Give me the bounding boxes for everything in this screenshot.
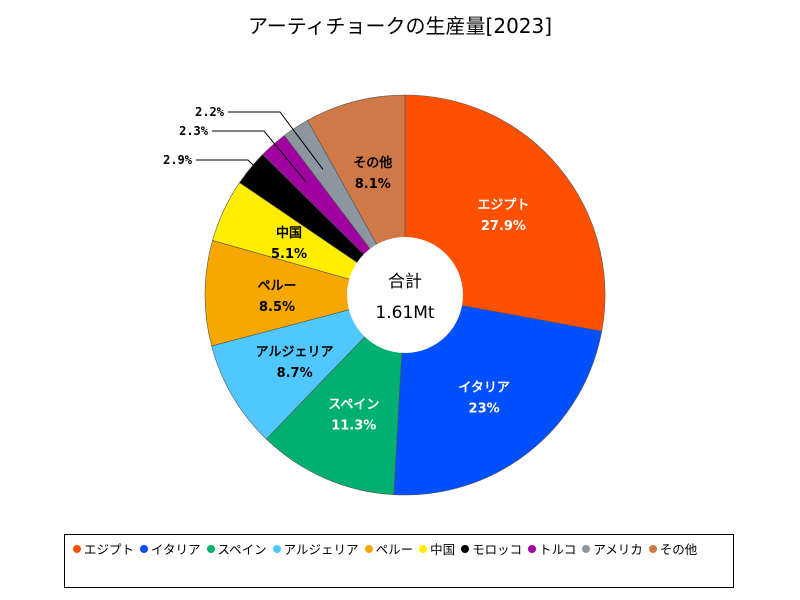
slice-name-label: エジプト bbox=[477, 198, 529, 213]
slice-name-label: その他 bbox=[353, 155, 392, 171]
legend-item: 中国 bbox=[419, 540, 455, 560]
legend-marker bbox=[206, 545, 215, 553]
legend-item: アメリカ bbox=[582, 540, 643, 560]
legend-label: ペルー bbox=[375, 542, 414, 557]
legend-marker bbox=[648, 545, 657, 553]
legend-marker bbox=[272, 545, 281, 553]
pie-slice bbox=[204, 240, 407, 347]
slice-value-label: 5.1% bbox=[271, 247, 307, 262]
slice-value-label: 2.2% bbox=[195, 105, 225, 119]
pie-slice bbox=[393, 294, 603, 496]
slice-value-label: 2.9% bbox=[163, 153, 193, 167]
legend-item: その他 bbox=[648, 540, 698, 560]
legend-marker bbox=[140, 545, 149, 553]
legend-marker bbox=[528, 545, 537, 553]
slice-name-label: イタリア bbox=[458, 381, 509, 396]
slice-name-label: 中国 bbox=[276, 225, 302, 241]
legend-marker bbox=[419, 545, 428, 553]
slice-value-label: 2.3% bbox=[179, 124, 209, 138]
legend-label: エジプト bbox=[84, 542, 135, 557]
legend-marker bbox=[461, 545, 470, 553]
slice-name-label: ペルー bbox=[257, 279, 296, 294]
slice-labels: エジプト 27.9% イタリア 23% スペイン 11.3% アルジェリア 8.7% ペルー 8.… bbox=[163, 105, 529, 433]
pie-slice bbox=[265, 294, 406, 495]
donut-hole bbox=[347, 237, 463, 353]
legend-label: トルコ bbox=[539, 542, 577, 557]
slice-value-label: 23% bbox=[469, 402, 500, 417]
leader-line bbox=[228, 111, 324, 170]
slice-value-label: 8.7% bbox=[277, 366, 313, 381]
slice-name-label: スペイン bbox=[328, 397, 379, 412]
legend-marker bbox=[73, 545, 81, 553]
slice-value-label: 8.5% bbox=[259, 300, 295, 315]
legend-label: 中国 bbox=[430, 542, 456, 557]
center-value: 1.61Mt bbox=[375, 303, 435, 323]
pie-slice bbox=[211, 294, 406, 440]
legend-item: モロッコ bbox=[461, 540, 522, 560]
slice-value-label: 11.3% bbox=[331, 418, 376, 433]
legend-item: アルジェリア bbox=[272, 540, 359, 560]
legend-label: アメリカ bbox=[593, 542, 643, 557]
legend-item: エジプト bbox=[73, 540, 134, 560]
slice-value-label: 8.1% bbox=[355, 177, 391, 192]
leader-line bbox=[196, 159, 290, 201]
legend-item: トルコ bbox=[528, 540, 576, 560]
legend-label: イタリア bbox=[151, 542, 201, 557]
legend-marker bbox=[582, 545, 591, 553]
legend-item: ペルー bbox=[364, 540, 414, 560]
legend-marker bbox=[364, 545, 373, 553]
slice-name-label: アルジェリア bbox=[256, 345, 334, 360]
legend-label: その他 bbox=[659, 542, 698, 557]
legend-label: スペイン bbox=[217, 542, 267, 557]
legend-label: アルジェリア bbox=[283, 542, 359, 557]
chart-title: アーティチョークの生産量[2023] bbox=[248, 14, 552, 38]
center-title: 合計 bbox=[388, 272, 422, 292]
legend-label: モロッコ bbox=[472, 542, 523, 557]
legend-item: イタリア bbox=[140, 540, 201, 560]
leader-line bbox=[212, 130, 307, 183]
slice-value-label: 27.9% bbox=[481, 219, 526, 234]
legend-item: スペイン bbox=[206, 540, 267, 560]
legend: エジプト イタリア スペイン アルジェリア ペルー 中国 モロッコ トルコ アメリカ その他 bbox=[64, 534, 734, 588]
